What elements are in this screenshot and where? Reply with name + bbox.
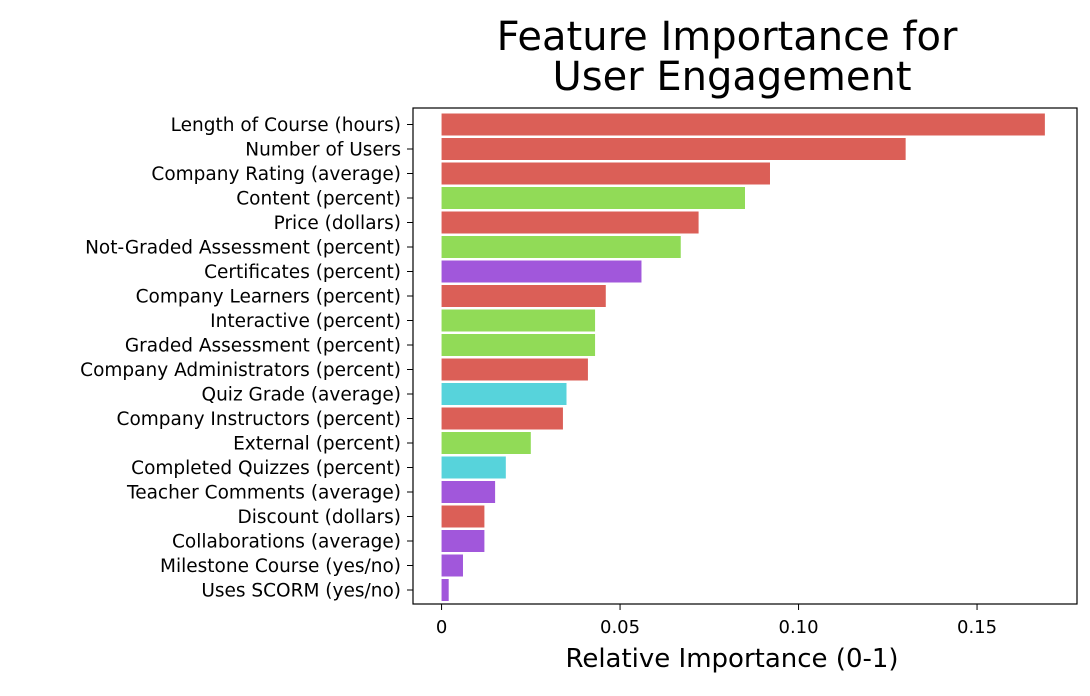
x-axis-label: Relative Importance (0-1) [565, 644, 898, 674]
bar-10 [441, 334, 596, 356]
bar-18 [441, 530, 485, 552]
plot-frame [412, 107, 1078, 605]
x-tick-label: 0.10 [779, 617, 819, 638]
category-label: Interactive (percent) [210, 311, 401, 332]
category-label: Completed Quizzes (percent) [131, 458, 401, 479]
category-label: Not-Graded Assessment (percent) [85, 238, 401, 259]
bar-8 [441, 285, 606, 307]
category-label: Certificates (percent) [204, 262, 401, 283]
category-label: Length of Course (hours) [171, 115, 401, 136]
category-label: Company Instructors (percent) [117, 409, 401, 430]
bar-11 [441, 358, 588, 381]
bar-13 [441, 407, 563, 430]
category-label: Collaborations (average) [172, 532, 401, 553]
bar-20 [441, 579, 449, 601]
chart-title-line-1: Feature Importance for [497, 14, 958, 60]
category-label: Uses SCORM (yes/no) [201, 581, 401, 602]
category-label: Content (percent) [236, 189, 401, 210]
bar-15 [441, 456, 506, 479]
bar-9 [441, 309, 596, 332]
x-axis-ticks: 0 0.05 0.10 0.15 [436, 604, 997, 638]
category-label: Number of Users [245, 140, 401, 161]
chart-title: Feature Importance for User Engagement [497, 14, 958, 100]
category-label: Company Administrators (percent) [80, 360, 401, 381]
category-label: Quiz Grade (average) [202, 385, 401, 406]
bar-4 [441, 187, 745, 209]
category-label: Company Rating (average) [151, 164, 401, 185]
bar-17 [441, 505, 485, 528]
bar-7 [441, 260, 642, 283]
category-label: Discount (dollars) [238, 507, 401, 528]
bar-2 [441, 138, 906, 160]
bar-1 [441, 113, 1045, 136]
category-labels: Length of Course (hours) Number of Users C… [80, 115, 413, 602]
category-label: Price (dollars) [274, 213, 401, 234]
x-tick-label: 0.15 [957, 617, 997, 638]
x-tick-label: 0.05 [600, 617, 640, 638]
category-label: Teacher Comments (average) [126, 483, 401, 504]
bar-16 [441, 481, 496, 503]
bar-19 [441, 554, 463, 577]
x-tick-label: 0 [436, 617, 447, 638]
category-label: External (percent) [233, 434, 401, 455]
bar-5 [441, 211, 699, 234]
bar-14 [441, 432, 531, 454]
bar-3 [441, 162, 770, 185]
category-label: Milestone Course (yes/no) [160, 556, 401, 577]
bar-12 [441, 383, 567, 405]
category-label: Graded Assessment (percent) [125, 336, 401, 357]
bar-6 [441, 236, 681, 258]
category-label: Company Learners (percent) [136, 287, 401, 308]
chart-title-line-2: User Engagement [552, 54, 911, 100]
bar-series [441, 113, 1045, 601]
